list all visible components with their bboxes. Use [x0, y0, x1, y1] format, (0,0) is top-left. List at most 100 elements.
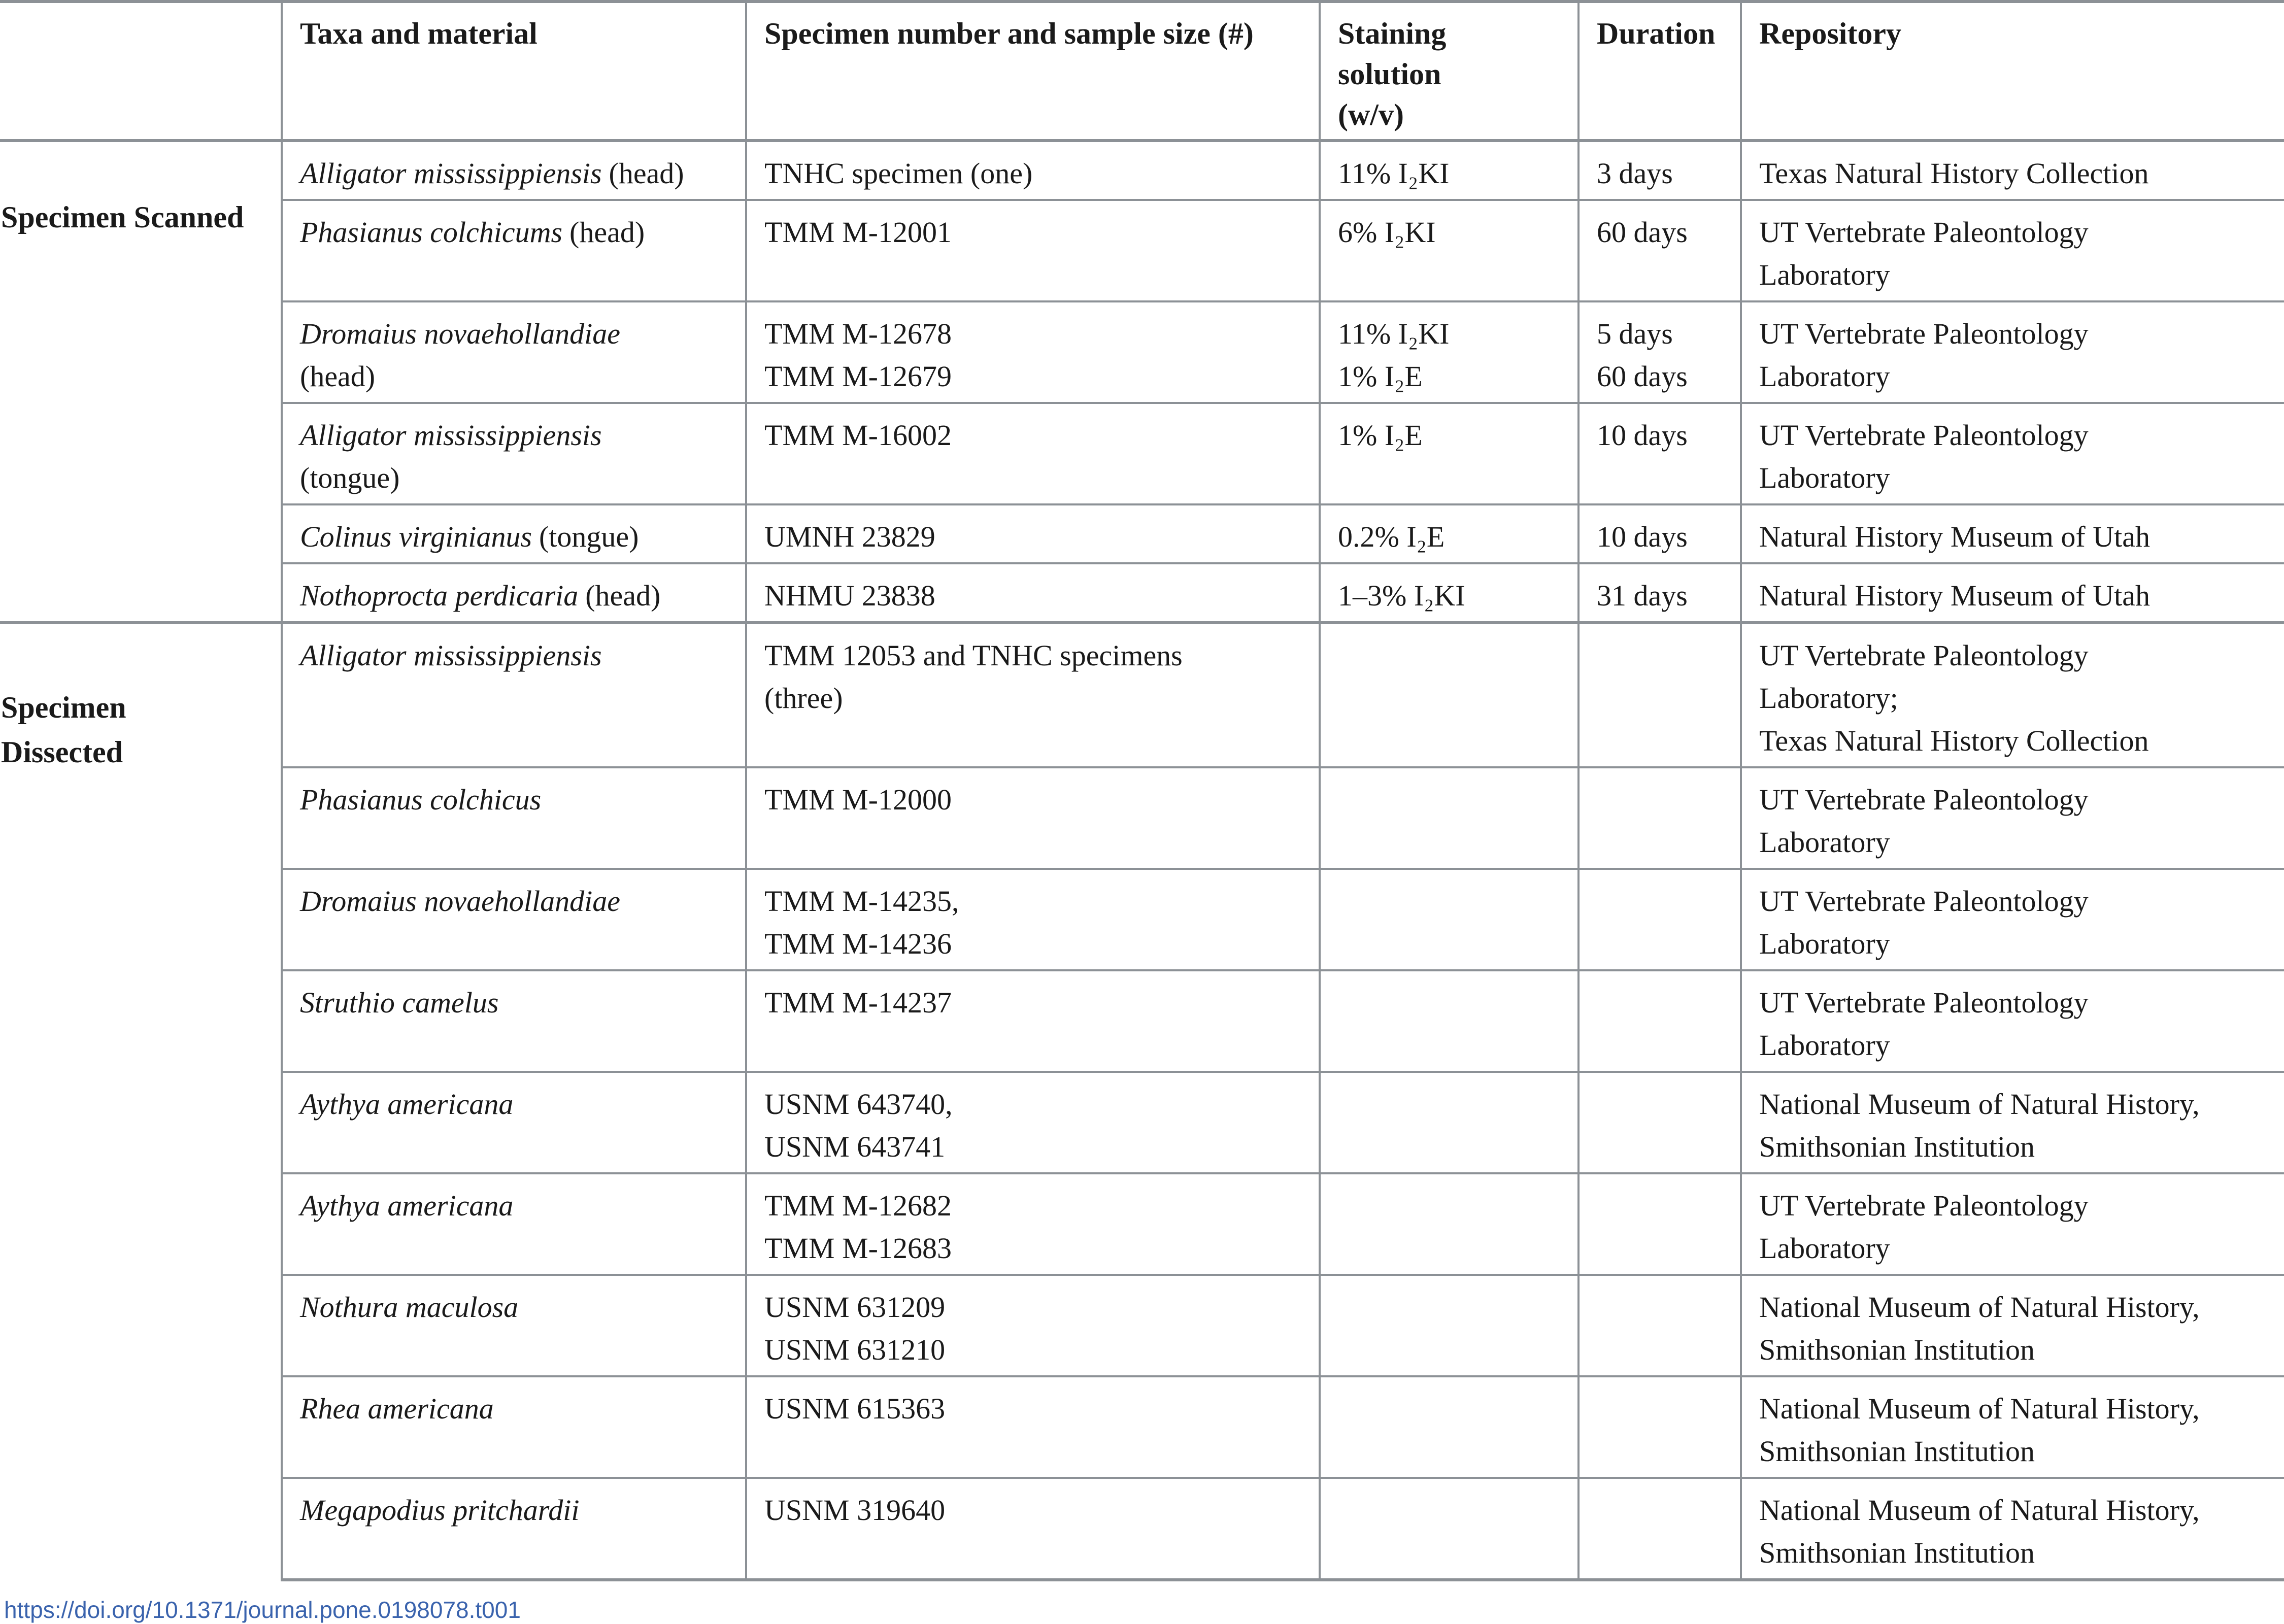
table-row: Specimen Dissected Alligator mississippi… [0, 621, 2284, 1580]
table-row: Nothoprocta perdicaria (head) NHMU 23838 … [0, 562, 2284, 624]
header-repository: Repository [1740, 1, 2284, 142]
cell-repository: UT Vertebrate Paleontology Laboratory [1740, 969, 2284, 1073]
taxa-suffix: (head) [300, 360, 376, 393]
table-header-row: Taxa and material Specimen number and sa… [0, 1, 2284, 142]
cell-repository: UT Vertebrate Paleontology Laboratory [1740, 402, 2284, 505]
taxa-name: Dromaius novaehollandiae [300, 885, 620, 918]
cell-taxa: Alligator mississippiensis (head) [281, 140, 747, 201]
cell-staining: 11% I₂KI 1% I₂E [1319, 300, 1580, 404]
table-row: Megapodius pritchardii USNM 319640 Natio… [0, 1477, 2284, 1581]
taxa-suffix: (head) [569, 216, 645, 249]
cell-specimen-number: TMM M-12678 TMM M-12679 [745, 300, 1321, 404]
cell-specimen-number: TMM M-14237 [745, 969, 1321, 1073]
cell-specimen-number: TMM M-14235, TMM M-14236 [745, 868, 1321, 971]
taxa-name: Alligator mississippiensis [300, 157, 602, 190]
cell-staining [1319, 1274, 1580, 1377]
cell-taxa: Phasianus colchicus [281, 766, 747, 870]
cell-taxa: Alligator mississippiensis [281, 621, 747, 768]
doi-link[interactable]: https://doi.org/10.1371/journal.pone.019… [4, 1597, 521, 1623]
cell-repository: UT Vertebrate Paleontology Laboratory [1740, 1172, 2284, 1276]
cell-repository: UT Vertebrate Paleontology Laboratory [1740, 868, 2284, 971]
table-row: Rhea americana USNM 615363 National Muse… [0, 1375, 2284, 1479]
cell-specimen-number: TMM M-12682 TMM M-12683 [745, 1172, 1321, 1276]
header-empty-cell [0, 1, 283, 142]
table-row: Phasianus colchicus TMM M-12000 UT Verte… [0, 766, 2284, 870]
cell-duration: 31 days [1577, 562, 1742, 624]
table-row: Aythya americana TMM M-12682 TMM M-12683… [0, 1172, 2284, 1276]
table-row: Phasianus colchicums (head) TMM M-12001 6… [0, 199, 2284, 302]
cell-repository: National Museum of Natural History, Smit… [1740, 1274, 2284, 1377]
cell-staining [1319, 621, 1580, 768]
cell-specimen-number: USNM 631209 USNM 631210 [745, 1274, 1321, 1377]
cell-specimen-number: TNHC specimen (one) [745, 140, 1321, 201]
cell-repository: National Museum of Natural History, Smit… [1740, 1477, 2284, 1581]
cell-taxa: Struthio camelus [281, 969, 747, 1073]
cell-specimen-number: TMM M-16002 [745, 402, 1321, 505]
cell-taxa: Megapodius pritchardii [281, 1477, 747, 1581]
cell-duration [1577, 1071, 1742, 1174]
cell-repository: UT Vertebrate Paleontology Laboratory [1740, 300, 2284, 404]
cell-staining [1319, 1375, 1580, 1479]
taxa-name: Aythya americana [300, 1189, 514, 1222]
taxa-name: Rhea americana [300, 1392, 494, 1425]
cell-taxa: Dromaius novaehollandiae [281, 868, 747, 971]
taxa-name: Nothoprocta perdicaria [300, 579, 579, 612]
cell-staining: 11% I₂KI [1319, 140, 1580, 201]
cell-taxa: Alligator mississippiensis (tongue) [281, 402, 747, 505]
header-staining-solution: Staining solution (w/v) [1319, 1, 1580, 142]
cell-repository: Texas Natural History Collection [1740, 140, 2284, 201]
table-row: Dromaius novaehollandiae (head) TMM M-126… [0, 300, 2284, 404]
header-taxa: Taxa and material [281, 1, 747, 142]
cell-specimen-number: USNM 615363 [745, 1375, 1321, 1479]
cell-specimen-number: UMNH 23829 [745, 503, 1321, 564]
cell-staining [1319, 868, 1580, 971]
cell-staining: 1–3% I₂KI [1319, 562, 1580, 624]
taxa-name: Dromaius novaehollandiae [300, 317, 620, 350]
cell-staining [1319, 1172, 1580, 1276]
taxa-suffix: (head) [609, 157, 684, 190]
taxa-name: Colinus virginianus [300, 520, 532, 553]
cell-duration [1577, 969, 1742, 1073]
cell-staining [1319, 766, 1580, 870]
cell-repository: Natural History Museum of Utah [1740, 562, 2284, 624]
table-row: Colinus virginianus (tongue) UMNH 23829 0… [0, 503, 2284, 564]
cell-taxa: Aythya americana [281, 1071, 747, 1174]
cell-duration [1577, 621, 1742, 768]
cell-duration [1577, 1477, 1742, 1581]
table-row: Nothura maculosa USNM 631209 USNM 631210… [0, 1274, 2284, 1377]
cell-duration [1577, 868, 1742, 971]
specimen-table: Taxa and material Specimen number and sa… [0, 0, 2284, 1581]
cell-repository: Natural History Museum of Utah [1740, 503, 2284, 564]
header-specimen-number: Specimen number and sample size (#) [745, 1, 1321, 142]
cell-staining: 6% I₂KI [1319, 199, 1580, 302]
group-label-specimen-dissected: Specimen Dissected [0, 621, 283, 1580]
group-label-specimen-scanned: Specimen Scanned [0, 141, 283, 623]
cell-repository: National Museum of Natural History, Smit… [1740, 1071, 2284, 1174]
cell-duration: 5 days 60 days [1577, 300, 1742, 404]
cell-duration: 60 days [1577, 199, 1742, 302]
table-row: Aythya americana USNM 643740, USNM 64374… [0, 1071, 2284, 1174]
cell-specimen-number: TMM 12053 and TNHC specimens (three) [745, 621, 1321, 768]
taxa-name: Aythya americana [300, 1088, 514, 1121]
taxa-name: Megapodius pritchardii [300, 1494, 580, 1527]
cell-specimen-number: USNM 643740, USNM 643741 [745, 1071, 1321, 1174]
cell-repository: UT Vertebrate Paleontology Laboratory; T… [1740, 621, 2284, 768]
cell-duration [1577, 1274, 1742, 1377]
cell-duration [1577, 766, 1742, 870]
taxa-name: Phasianus colchicums [300, 216, 563, 249]
cell-taxa: Colinus virginianus (tongue) [281, 503, 747, 564]
taxa-suffix: (tongue) [539, 520, 639, 553]
taxa-name: Phasianus colchicus [300, 783, 542, 816]
cell-repository: National Museum of Natural History, Smit… [1740, 1375, 2284, 1479]
table-row: Dromaius novaehollandiae TMM M-14235, TM… [0, 868, 2284, 971]
cell-duration [1577, 1172, 1742, 1276]
cell-repository: UT Vertebrate Paleontology Laboratory [1740, 199, 2284, 302]
cell-staining: 0.2% I₂E [1319, 503, 1580, 564]
cell-taxa: Dromaius novaehollandiae (head) [281, 300, 747, 404]
cell-staining [1319, 969, 1580, 1073]
cell-taxa: Aythya americana [281, 1172, 747, 1276]
cell-taxa: Nothura maculosa [281, 1274, 747, 1377]
cell-specimen-number: NHMU 23838 [745, 562, 1321, 624]
cell-taxa: Rhea americana [281, 1375, 747, 1479]
taxa-name: Alligator mississippiensis [300, 419, 602, 452]
